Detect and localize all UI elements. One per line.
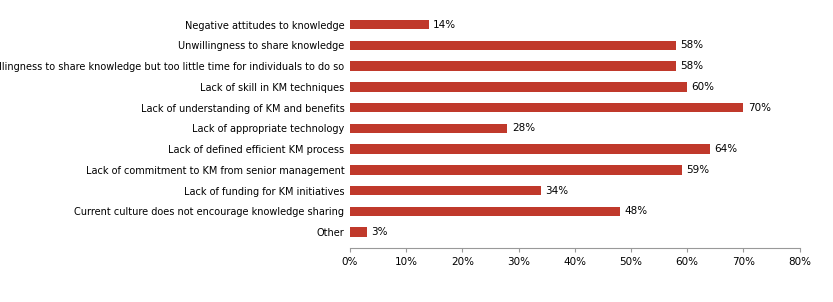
Bar [350, 103, 743, 112]
Text: 60%: 60% [691, 82, 715, 92]
Text: 70%: 70% [748, 103, 771, 113]
Text: 3%: 3% [372, 227, 387, 237]
Text: 28%: 28% [511, 123, 535, 133]
Text: 14%: 14% [433, 20, 456, 30]
Bar [350, 144, 710, 154]
Text: 58%: 58% [681, 61, 704, 71]
Bar [350, 124, 507, 133]
Text: 64%: 64% [714, 144, 737, 154]
Text: 59%: 59% [686, 165, 709, 175]
Bar [350, 82, 687, 92]
Bar [350, 207, 620, 216]
Text: 48%: 48% [624, 206, 647, 216]
Bar [350, 41, 676, 50]
Bar [350, 227, 367, 237]
Bar [350, 61, 676, 71]
Bar [350, 20, 428, 29]
Text: 58%: 58% [681, 40, 704, 50]
Bar [350, 165, 681, 175]
Bar [350, 186, 541, 195]
Text: 34%: 34% [546, 186, 569, 196]
